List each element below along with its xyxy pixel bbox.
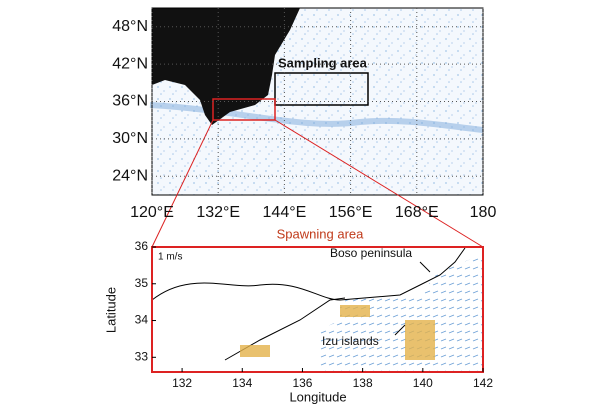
egg-area: [340, 305, 370, 317]
x-axis-label: Longitude: [289, 389, 346, 404]
y-tick-label: 48°N: [112, 18, 148, 35]
x-tick-label: 156°E: [329, 204, 373, 221]
y-tick-label: 42°N: [112, 55, 148, 72]
scale-label: 1 m/s: [158, 252, 182, 263]
pointer: [419, 261, 431, 273]
annotation: Boso peninsula: [330, 246, 412, 260]
y-tick-label: 34: [135, 313, 149, 327]
box-label: Sampling area: [278, 55, 368, 70]
coastline: [151, 247, 466, 301]
connector: [151, 119, 214, 248]
land: [152, 8, 300, 125]
y-tick-label: 36°N: [112, 93, 148, 110]
x-tick-label: 180: [470, 204, 497, 221]
y-tick-label: 35: [135, 276, 149, 290]
inset-title: Spawning area: [277, 226, 364, 241]
y-tick-label: 24°N: [112, 168, 148, 185]
y-tick-label: 36: [135, 239, 149, 253]
connector: [274, 119, 484, 248]
y-tick-label: 30°N: [112, 130, 148, 147]
x-tick-label: 140: [413, 376, 433, 390]
x-tick-label: 136: [292, 376, 312, 390]
current-vectors: [320, 255, 483, 372]
x-tick-label: 120°E: [130, 204, 174, 221]
annotation: Izu islands: [322, 334, 379, 348]
x-tick-label: 168°E: [395, 204, 439, 221]
egg-area: [405, 320, 435, 360]
x-tick-label: 134: [232, 376, 252, 390]
x-tick-label: 142: [473, 376, 493, 390]
inset-frame: [151, 246, 484, 373]
spawning-box: [212, 98, 276, 121]
egg-area: [240, 345, 270, 357]
x-tick-label: 132°E: [196, 204, 240, 221]
y-tick-label: 33: [135, 349, 149, 363]
x-tick-label: 132: [172, 376, 192, 390]
y-axis-label: Latitude: [103, 287, 118, 333]
x-tick-label: 144°E: [263, 204, 307, 221]
pointer: [394, 324, 406, 336]
sampling-box: [274, 72, 369, 106]
x-tick-label: 138: [353, 376, 373, 390]
